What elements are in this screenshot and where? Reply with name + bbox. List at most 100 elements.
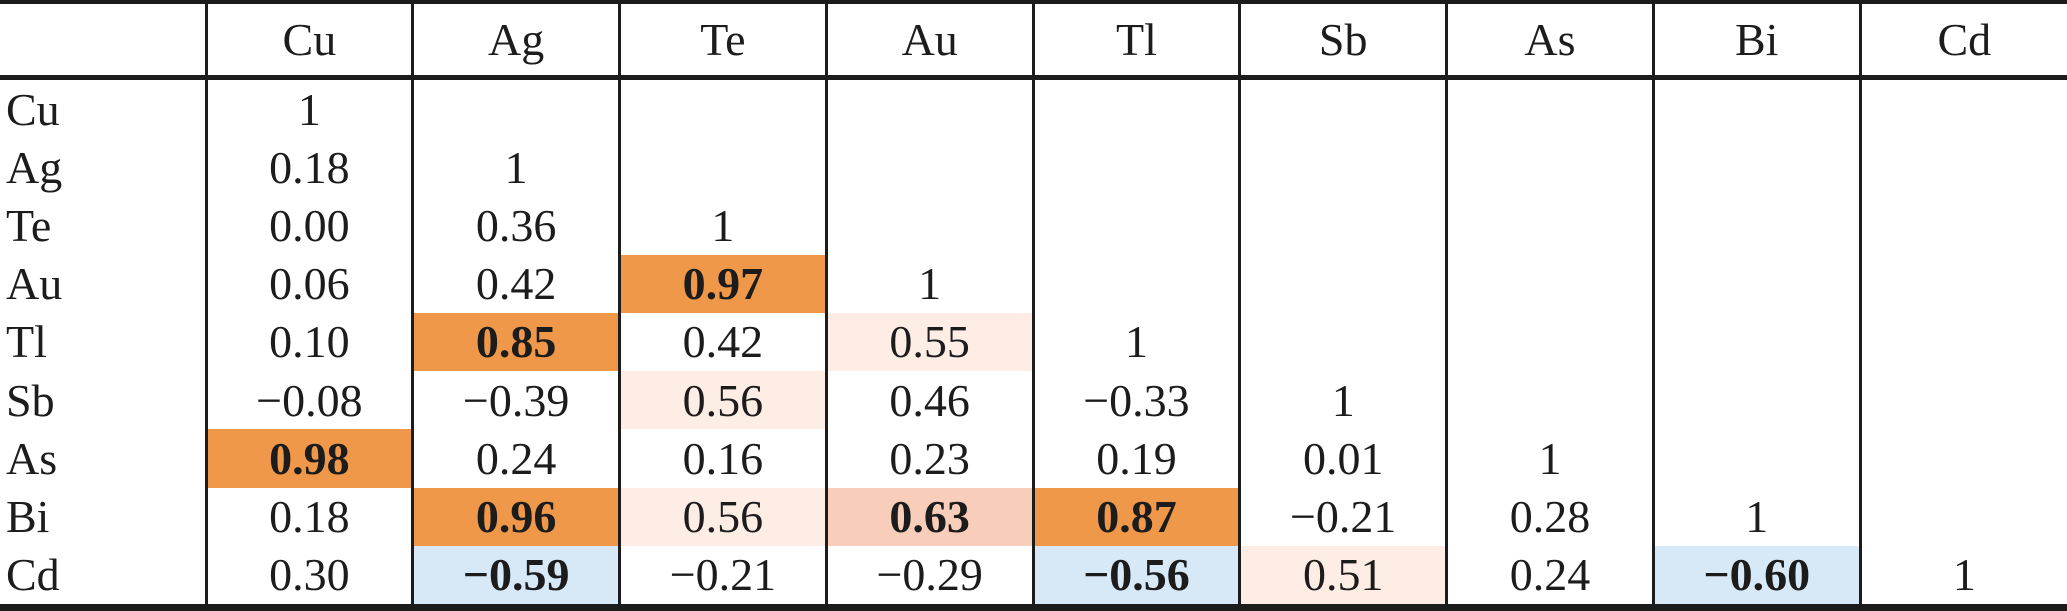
cell-bi-tl: 0.87 [1031, 487, 1240, 546]
row-label-tl: Tl [6, 316, 47, 368]
col-header-sb: Sb [1238, 2, 1447, 80]
cell-ag-ag: 1 [411, 138, 620, 197]
table-header: Cu Ag Te Au Tl Sb As Bi Cd [0, 2, 2067, 80]
cell-ag-au [824, 138, 1034, 197]
cell-bi-cd [1858, 487, 2067, 546]
cell-te-cu: 0.00 [204, 196, 413, 255]
cell-as-ag: 0.24 [411, 429, 620, 488]
row-label-as: As [6, 432, 58, 484]
corner-cell [0, 2, 206, 80]
cell-cu-cu: 1 [204, 77, 413, 139]
cell-bi-bi: 1 [1651, 487, 1861, 546]
cell-as-bi [1651, 429, 1861, 488]
header-row: Cu Ag Te Au Tl Sb As Bi Cd [0, 2, 2067, 80]
col-header-cd: Cd [1858, 2, 2067, 80]
row-label-cd: Cd [6, 549, 60, 601]
cell-au-cu: 0.06 [204, 254, 413, 313]
cell-as-au: 0.23 [824, 429, 1034, 488]
cell-tl-as [1445, 312, 1654, 372]
col-header-tl: Tl [1031, 2, 1240, 80]
cell-sb-te: 0.56 [618, 371, 827, 430]
cell-sb-bi [1651, 371, 1861, 430]
cell-cd-sb: 0.51 [1238, 545, 1447, 608]
cell-as-as: 1 [1445, 429, 1654, 488]
table-row-cu: Cu 1 [0, 77, 2067, 139]
cell-bi-ag: 0.96 [411, 487, 620, 546]
table-row-ag: Ag 0.18 1 [0, 138, 2067, 197]
cell-cd-bi: −0.60 [1651, 545, 1861, 608]
cell-te-au [824, 196, 1034, 255]
table-row-te: Te 0.00 0.36 1 [0, 196, 2067, 255]
table-row-tl: Tl 0.10 0.85 0.42 0.55 1 [0, 312, 2067, 372]
cell-cu-bi [1651, 77, 1861, 139]
row-label-bi: Bi [6, 491, 50, 543]
cell-te-te: 1 [618, 196, 827, 255]
cell-tl-au: 0.55 [824, 312, 1034, 372]
cell-cu-tl [1031, 77, 1240, 139]
table-row-sb: Sb −0.08 −0.39 0.56 0.46 −0.33 1 [0, 371, 2067, 430]
cell-sb-tl: −0.33 [1031, 371, 1240, 430]
col-header-au: Au [824, 2, 1034, 80]
cell-bi-au: 0.63 [824, 487, 1034, 546]
cell-au-cd [1858, 254, 2067, 313]
cell-bi-cu: 0.18 [204, 487, 413, 546]
cell-as-cu: 0.98 [204, 429, 413, 488]
row-label-ag: Ag [6, 141, 63, 193]
cell-cd-as: 0.24 [1445, 545, 1654, 608]
cell-ag-bi [1651, 138, 1861, 197]
cell-cu-te [618, 77, 827, 139]
cell-bi-as: 0.28 [1445, 487, 1654, 546]
cell-cu-ag [411, 77, 620, 139]
cell-cd-au: −0.29 [824, 545, 1034, 608]
cell-sb-cd [1858, 371, 2067, 430]
row-label-sb: Sb [6, 374, 55, 426]
cell-sb-sb: 1 [1238, 371, 1447, 430]
cell-cu-au [824, 77, 1034, 139]
cell-au-au: 1 [824, 254, 1034, 313]
row-label-au: Au [6, 258, 63, 310]
cell-te-sb [1238, 196, 1447, 255]
row-label-te: Te [6, 200, 52, 252]
table-row-au: Au 0.06 0.42 0.97 1 [0, 254, 2067, 313]
cell-cd-tl: −0.56 [1031, 545, 1240, 608]
col-header-as: As [1445, 2, 1654, 80]
cell-te-ag: 0.36 [411, 196, 620, 255]
cell-te-cd [1858, 196, 2067, 255]
cell-au-tl [1031, 254, 1240, 313]
cell-bi-te: 0.56 [618, 487, 827, 546]
cell-as-cd [1858, 429, 2067, 488]
col-header-ag: Ag [411, 2, 620, 80]
cell-au-te: 0.97 [618, 254, 827, 313]
table-row-bi: Bi 0.18 0.96 0.56 0.63 0.87 −0.21 0.28 1 [0, 487, 2067, 546]
cell-te-bi [1651, 196, 1861, 255]
cell-cd-te: −0.21 [618, 545, 827, 608]
cell-ag-tl [1031, 138, 1240, 197]
cell-tl-te: 0.42 [618, 312, 827, 372]
cell-ag-sb [1238, 138, 1447, 197]
cell-ag-as [1445, 138, 1654, 197]
cell-ag-cu: 0.18 [204, 138, 413, 197]
col-header-bi: Bi [1651, 2, 1861, 80]
cell-au-sb [1238, 254, 1447, 313]
cell-au-bi [1651, 254, 1861, 313]
cell-cu-as [1445, 77, 1654, 139]
cell-tl-sb [1238, 312, 1447, 372]
cell-au-ag: 0.42 [411, 254, 620, 313]
cell-as-tl: 0.19 [1031, 429, 1240, 488]
cell-cd-ag: −0.59 [411, 545, 620, 608]
col-header-te: Te [618, 2, 827, 80]
cell-ag-cd [1858, 138, 2067, 197]
cell-tl-tl: 1 [1031, 312, 1240, 372]
row-label-cu: Cu [6, 83, 60, 135]
cell-au-as [1445, 254, 1654, 313]
table-row-as: As 0.98 0.24 0.16 0.23 0.19 0.01 1 [0, 429, 2067, 488]
cell-cu-sb [1238, 77, 1447, 139]
cell-as-te: 0.16 [618, 429, 827, 488]
cell-sb-as [1445, 371, 1654, 430]
cell-cd-cd: 1 [1858, 545, 2067, 608]
col-header-cu: Cu [204, 2, 413, 80]
cell-tl-bi [1651, 312, 1861, 372]
cell-cd-cu: 0.30 [204, 545, 413, 608]
